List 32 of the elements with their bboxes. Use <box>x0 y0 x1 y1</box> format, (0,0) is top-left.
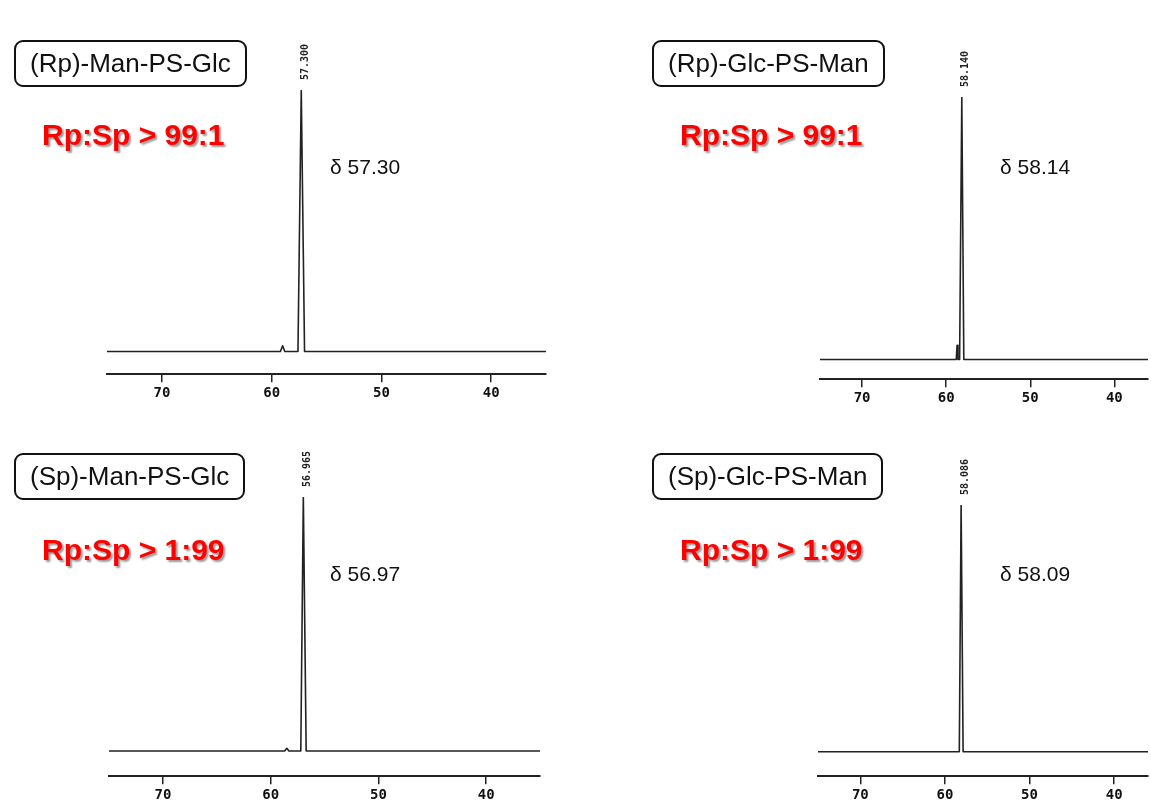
x-tick-label: 40 <box>482 384 500 401</box>
annotation: Rp:Sp > 1:99 <box>42 533 225 567</box>
x-tick-label: 50 <box>369 786 387 803</box>
annotation: δ 58.09 <box>1000 562 1071 586</box>
x-tick-label: 60 <box>263 384 281 401</box>
x-tick-label: 50 <box>372 384 390 401</box>
x-tick-label: 70 <box>851 786 869 803</box>
annotation: 57.300 <box>298 43 310 80</box>
x-tick-label: 40 <box>1105 389 1123 406</box>
x-tick-label: 60 <box>937 389 955 406</box>
annotation: 56.965 <box>300 450 312 487</box>
annotation: Rp:Sp > 99:1 <box>42 118 225 152</box>
chart-title: (Sp)-Glc-PS-Man <box>652 453 884 500</box>
annotation: δ 58.14 <box>1000 155 1071 179</box>
chart-title: (Rp)-Man-PS-Glc <box>14 40 247 87</box>
x-tick-label: 40 <box>477 786 495 803</box>
annotation: δ 56.97 <box>330 562 401 586</box>
annotation: δ 57.30 <box>330 155 401 179</box>
chart-title: (Rp)-Glc-PS-Man <box>652 40 885 87</box>
x-tick-label: 40 <box>1105 786 1123 803</box>
annotation: Rp:Sp > 1:99 <box>680 533 863 567</box>
x-tick-label: 70 <box>853 389 871 406</box>
x-tick-label: 50 <box>1021 786 1038 803</box>
x-tick-label: 50 <box>1021 389 1039 406</box>
annotation: 58.086 <box>958 458 970 495</box>
x-tick-label: 70 <box>153 384 171 401</box>
x-tick-label: 70 <box>154 786 172 803</box>
x-tick-label: 60 <box>262 786 280 803</box>
annotation: 58.140 <box>959 50 971 87</box>
chart-title: (Sp)-Man-PS-Glc <box>14 453 246 500</box>
x-tick-label: 60 <box>936 786 954 803</box>
annotation: Rp:Sp > 99:1 <box>680 118 863 152</box>
